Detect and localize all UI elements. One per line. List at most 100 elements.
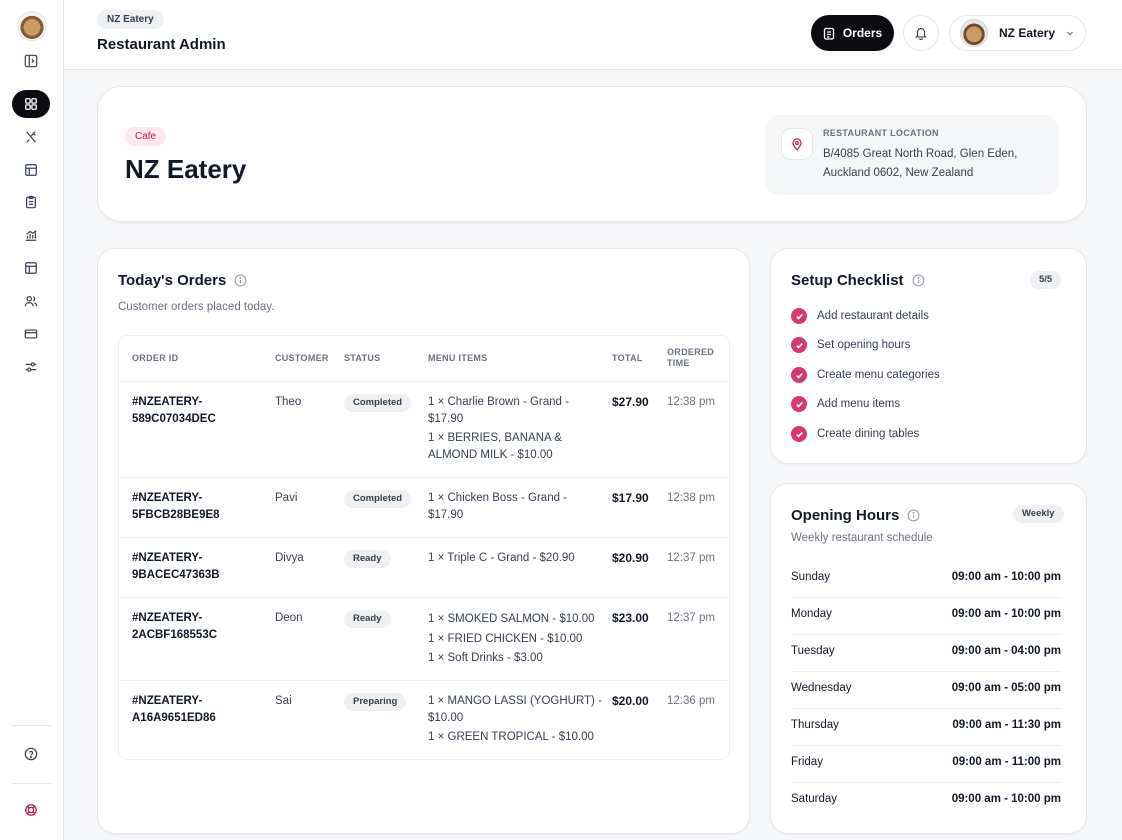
info-icon[interactable] xyxy=(912,274,925,287)
order-id-line: 5FBCB28BE9E8 xyxy=(132,509,220,521)
hours-row: Thursday 09:00 am - 11:30 pm xyxy=(791,709,1061,746)
checklist-item[interactable]: Add menu items xyxy=(791,396,900,412)
checklist-item[interactable]: Create menu categories xyxy=(791,367,940,383)
hours-title-text: Opening Hours xyxy=(791,507,900,524)
page-title: Restaurant Admin xyxy=(97,36,226,53)
day-name: Saturday xyxy=(791,793,838,805)
clipboard-icon[interactable] xyxy=(12,188,50,216)
chart-icon[interactable] xyxy=(12,221,50,249)
orders-subtitle: Customer orders placed today. xyxy=(118,301,275,313)
day-hours: 09:00 am - 04:00 pm xyxy=(951,645,1061,657)
order-id-line: #NZEATERY- xyxy=(132,612,203,624)
day-name: Monday xyxy=(791,608,832,620)
table-icon[interactable] xyxy=(12,254,50,282)
check-icon xyxy=(791,337,807,353)
address-line: Auckland 0602, New Zealand xyxy=(823,167,974,179)
menu-item-line: 1 × Triple C - Grand - $20.90 xyxy=(428,552,575,564)
hours-row: Friday 09:00 am - 11:00 pm xyxy=(791,746,1061,783)
order-id: #NZEATERY- 9BACEC47363B xyxy=(132,550,220,584)
card-icon[interactable] xyxy=(12,320,50,348)
column-header-line: ORDERED xyxy=(667,347,715,357)
check-icon xyxy=(791,426,807,442)
order-time: 12:36 pm xyxy=(667,695,715,707)
orders-button[interactable]: Orders xyxy=(811,15,894,51)
order-time: 12:38 pm xyxy=(667,396,715,408)
order-id-line: 2ACBF168553C xyxy=(132,629,218,641)
order-id-line: #NZEATERY- xyxy=(132,396,203,408)
hours-subtitle: Weekly restaurant schedule xyxy=(791,532,933,544)
checklist-title: Setup Checklist xyxy=(791,272,925,289)
menu-item-line: 1 × MANGO LASSI (YOGHURT) - xyxy=(428,695,602,707)
location-label: RESTAURANT LOCATION xyxy=(823,128,939,138)
customer-name: Deon xyxy=(275,612,303,624)
users-icon[interactable] xyxy=(12,287,50,315)
restaurant-logo[interactable] xyxy=(17,11,47,41)
order-id: #NZEATERY- 2ACBF168553C xyxy=(132,610,217,644)
account-menu-button[interactable]: NZ Eatery xyxy=(949,15,1086,51)
restaurant-tag: NZ Eatery xyxy=(97,10,164,29)
day-name: Wednesday xyxy=(791,682,852,694)
customer-name: Theo xyxy=(275,396,302,408)
order-total: $17.90 xyxy=(612,491,649,505)
menu-item-line: $10.00 xyxy=(428,712,464,724)
avatar xyxy=(960,19,988,47)
order-id: #NZEATERY- A16A9651ED86 xyxy=(132,693,216,727)
address-line: B/4085 Great North Road, Glen Eden, xyxy=(823,148,1018,160)
menu-item-line: ALMOND MILK - $10.00 xyxy=(428,449,553,461)
hours-row: Monday 09:00 am - 10:00 pm xyxy=(791,598,1061,635)
hours-row: Tuesday 09:00 am - 04:00 pm xyxy=(791,635,1061,672)
order-total: $20.90 xyxy=(612,551,649,565)
table-row[interactable]: #NZEATERY- 9BACEC47363B Divya Ready 1 × … xyxy=(119,537,729,597)
dashboard-icon[interactable] xyxy=(12,90,50,118)
table-row[interactable]: #NZEATERY- 5FBCB28BE9E8 Pavi Completed 1… xyxy=(119,477,729,537)
table-row[interactable]: #NZEATERY- 2ACBF168553C Deon Ready 1 × S… xyxy=(119,597,729,680)
hours-title: Opening Hours xyxy=(791,507,920,524)
utensils-icon[interactable] xyxy=(12,123,50,151)
panel-toggle-icon[interactable] xyxy=(12,47,50,75)
day-name: Thursday xyxy=(791,719,839,731)
column-header: ORDERED TIME xyxy=(667,347,714,369)
column-header-line: TIME xyxy=(667,358,690,368)
orders-title: Today's Orders xyxy=(118,272,247,289)
hours-row: Sunday 09:00 am - 10:00 pm xyxy=(791,561,1061,598)
sliders-icon[interactable] xyxy=(12,353,50,381)
checklist-item-label: Set opening hours xyxy=(817,339,911,351)
notifications-button[interactable] xyxy=(903,15,939,51)
column-header: MENU ITEMS xyxy=(428,353,488,363)
help-icon[interactable] xyxy=(12,740,50,768)
day-hours: 09:00 am - 10:00 pm xyxy=(951,571,1061,583)
order-id: #NZEATERY- 589C07034DEC xyxy=(132,394,216,428)
check-icon xyxy=(791,396,807,412)
order-id: #NZEATERY- 5FBCB28BE9E8 xyxy=(132,490,220,524)
checklist-item[interactable]: Create dining tables xyxy=(791,426,919,442)
table-row[interactable]: #NZEATERY- 589C07034DEC Theo Completed 1… xyxy=(119,381,729,477)
info-icon[interactable] xyxy=(234,274,247,287)
menu-item-line: 1 × GREEN TROPICAL - $10.00 xyxy=(428,731,594,743)
checklist-item[interactable]: Set opening hours xyxy=(791,337,910,353)
info-icon[interactable] xyxy=(907,509,920,522)
todays-orders-card: Today's Orders Customer orders placed to… xyxy=(97,248,750,834)
column-header: ORDER ID xyxy=(132,353,179,363)
hours-weekly-badge: Weekly xyxy=(1013,505,1064,523)
map-pin-icon xyxy=(781,128,813,160)
order-time: 12:37 pm xyxy=(667,552,715,564)
order-time: 12:38 pm xyxy=(667,492,715,504)
opening-hours-card: Opening Hours Weekly Weekly restaurant s… xyxy=(770,483,1087,834)
order-total: $23.00 xyxy=(612,611,649,625)
orders-button-label: Orders xyxy=(842,26,883,40)
layout-icon[interactable] xyxy=(12,156,50,184)
menu-item-line: 1 × FRIED CHICKEN - $10.00 xyxy=(428,632,583,645)
clipboard-icon xyxy=(823,27,834,40)
status-badge: Completed xyxy=(344,490,412,508)
menu-items: 1 × SMOKED SALMON - $10.00 1 × FRIED CHI… xyxy=(428,610,595,669)
day-name: Sunday xyxy=(791,571,831,583)
status-badge: Completed xyxy=(344,394,412,412)
table-row[interactable]: #NZEATERY- A16A9651ED86 Sai Preparing 1 … xyxy=(119,680,729,759)
customer-name: Pavi xyxy=(275,492,298,504)
support-icon[interactable] xyxy=(12,796,50,824)
checklist-item[interactable]: Add restaurant details xyxy=(791,308,929,324)
menu-item-line: 1 × Soft Drinks - $3.00 xyxy=(428,652,543,664)
cuisine-tag: Cafe xyxy=(125,127,167,146)
day-hours: 09:00 am - 10:00 pm xyxy=(951,608,1061,620)
top-header: NZ Eatery Restaurant Admin Orders NZ Eat… xyxy=(64,0,1122,70)
